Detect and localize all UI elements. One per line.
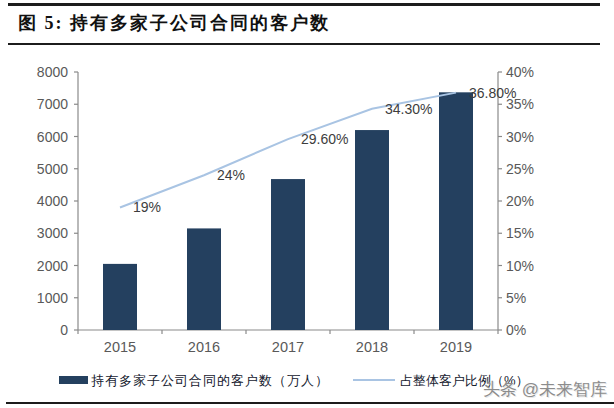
left-axis-tick-label: 0 xyxy=(60,322,68,338)
bottom-rule xyxy=(6,402,614,404)
left-axis-tick-label: 6000 xyxy=(37,129,68,145)
x-axis-category-label: 2017 xyxy=(272,339,304,355)
right-axis-tick-label: 30% xyxy=(506,129,534,145)
right-axis-tick-label: 5% xyxy=(506,290,526,306)
right-axis-tick-label: 25% xyxy=(506,161,534,177)
right-axis-tick-label: 15% xyxy=(506,225,534,241)
left-axis-tick-label: 2000 xyxy=(37,258,68,274)
left-axis-tick-label: 4000 xyxy=(37,193,68,209)
bar-2015 xyxy=(103,264,137,330)
left-axis-tick-label: 8000 xyxy=(37,64,68,80)
line-series-swatch xyxy=(353,379,395,381)
bar-series-swatch xyxy=(59,376,88,384)
line-data-label: 34.30% xyxy=(385,101,432,117)
x-axis-category-label: 2016 xyxy=(188,339,220,355)
watermark-handle: @未来智库 xyxy=(522,380,607,399)
x-axis-category-label: 2019 xyxy=(440,339,472,355)
bar-2019 xyxy=(439,92,473,330)
left-axis-tick-label: 3000 xyxy=(37,225,68,241)
x-axis-category-label: 2015 xyxy=(104,339,136,355)
combo-chart: 0 1000 2000 3000 4000 5000 6000 7000 8000 0% 5% 10%… xyxy=(0,0,614,408)
left-axis-tick-label: 7000 xyxy=(37,96,68,112)
bar-2016 xyxy=(187,228,221,330)
right-axis-tick-label: 40% xyxy=(506,64,534,80)
line-data-label: 19% xyxy=(133,199,161,215)
left-axis-tick-label: 5000 xyxy=(37,161,68,177)
x-axis-category-label: 2018 xyxy=(356,339,388,355)
bar-2018 xyxy=(355,130,389,330)
bar-series-label: 持有多家子公司合同的客户数（万人） xyxy=(91,372,329,390)
line-data-label: 36.80% xyxy=(469,85,516,101)
watermark: 头条 @未来智库 xyxy=(483,378,607,401)
bar-2017 xyxy=(271,179,305,330)
line-data-label: 29.60% xyxy=(301,131,348,147)
line-data-label: 24% xyxy=(217,167,245,183)
right-axis-tick-label: 20% xyxy=(506,193,534,209)
left-axis-tick-label: 1000 xyxy=(37,290,68,306)
right-axis-tick-label: 0% xyxy=(506,322,526,338)
watermark-brand: 头条 xyxy=(483,380,517,399)
right-axis-tick-label: 10% xyxy=(506,258,534,274)
